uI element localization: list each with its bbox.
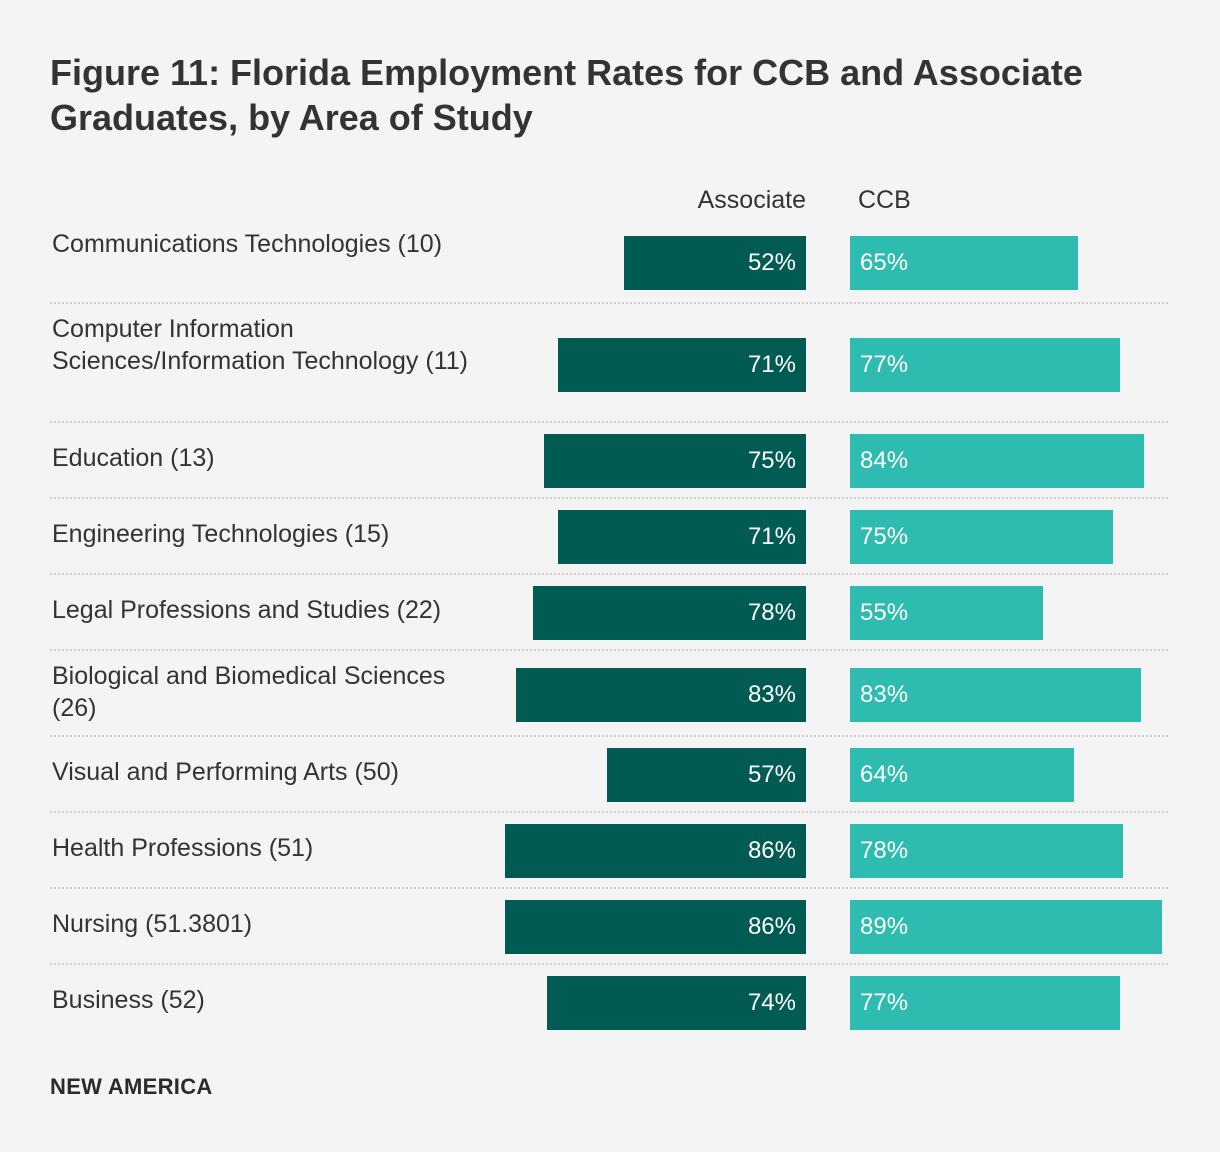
- row-divider: [50, 421, 1168, 423]
- bar-associate: 78%: [533, 586, 806, 640]
- bar-ccb: 83%: [850, 668, 1141, 722]
- bar-associate: 74%: [547, 976, 806, 1030]
- bar-associate: 86%: [505, 900, 806, 954]
- bar-ccb: 77%: [850, 338, 1120, 392]
- category-label: Health Professions (51): [52, 834, 314, 862]
- bar-ccb: 64%: [850, 748, 1074, 802]
- bar-ccb: 77%: [850, 976, 1120, 1030]
- row-divider: [50, 649, 1168, 651]
- category-label: Nursing (51.3801): [52, 910, 253, 938]
- series-header-associate: Associate: [697, 186, 806, 214]
- row-divider: [50, 887, 1168, 889]
- brand-logo-text: NEW AMERICA: [50, 1074, 213, 1099]
- row-divider: [50, 963, 1168, 965]
- row-divider: [50, 302, 1168, 304]
- row-divider: [50, 811, 1168, 813]
- bar-associate: 75%: [543, 434, 806, 488]
- category-label: Computer Information Sciences/Informatio…: [52, 315, 468, 375]
- bar-ccb: 75%: [850, 510, 1113, 564]
- bar-associate: 86%: [505, 824, 806, 878]
- series-header-ccb: CCB: [858, 186, 911, 214]
- category-row: Nursing (51.3801) 86% 89%: [50, 890, 1168, 965]
- bar-associate: 71%: [557, 338, 806, 392]
- category-row: Computer Information Sciences/Informatio…: [50, 305, 1168, 423]
- row-divider: [50, 735, 1168, 737]
- category-row: Visual and Performing Arts (50) 57% 64%: [50, 738, 1168, 813]
- chart-title: Figure 11: Florida Employment Rates for …: [50, 52, 1083, 138]
- category-row: Business (52) 74% 77%: [50, 966, 1168, 1041]
- category-row: Legal Professions and Studies (22) 78% 55%: [50, 576, 1168, 651]
- category-row: Biological and Biomedical Sciences (26) 8…: [50, 652, 1168, 737]
- category-label: Visual and Performing Arts (50): [52, 758, 399, 786]
- category-label: Engineering Technologies (15): [52, 520, 390, 548]
- category-row: Education (13) 75% 84%: [50, 424, 1168, 499]
- category-row: Engineering Technologies (15) 71% 75%: [50, 500, 1168, 575]
- category-label: Biological and Biomedical Sciences (26): [52, 662, 446, 722]
- bar-ccb: 84%: [850, 434, 1144, 488]
- category-row: Health Professions (51) 86% 78%: [50, 814, 1168, 889]
- row-divider: [50, 573, 1168, 575]
- category-label: Legal Professions and Studies (22): [52, 596, 442, 624]
- bar-associate: 83%: [515, 668, 806, 722]
- row-divider: [50, 497, 1168, 499]
- bar-ccb: 55%: [850, 586, 1043, 640]
- category-label: Business (52): [52, 986, 205, 1014]
- bar-associate: 52%: [624, 236, 806, 290]
- bar-ccb: 65%: [850, 236, 1078, 290]
- bar-ccb: 89%: [850, 900, 1162, 954]
- category-label: Education (13): [52, 444, 215, 472]
- bar-ccb: 78%: [850, 824, 1123, 878]
- bar-associate: 71%: [557, 510, 806, 564]
- category-label: Communications Technologies (10): [52, 230, 443, 258]
- bar-associate: 57%: [606, 748, 806, 802]
- category-row: Communications Technologies (10) 52% 65%: [50, 226, 1168, 304]
